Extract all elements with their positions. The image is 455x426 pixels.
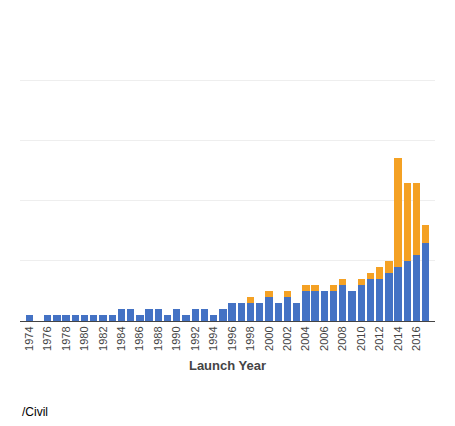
svg-text:2000: 2000: [263, 326, 275, 350]
svg-text:/Civil: /Civil: [22, 405, 48, 419]
svg-text:1990: 1990: [170, 326, 182, 350]
svg-text:1992: 1992: [189, 326, 201, 350]
svg-text:2012: 2012: [373, 326, 385, 350]
svg-text:2004: 2004: [299, 326, 311, 350]
svg-text:Launch Year: Launch Year: [189, 358, 266, 373]
svg-text:1986: 1986: [133, 326, 145, 350]
svg-text:1978: 1978: [60, 326, 72, 350]
svg-text:1984: 1984: [115, 326, 127, 350]
svg-text:1976: 1976: [41, 326, 53, 350]
svg-text:1980: 1980: [78, 326, 90, 350]
svg-text:2016: 2016: [410, 326, 422, 350]
svg-text:1996: 1996: [226, 326, 238, 350]
svg-text:2006: 2006: [318, 326, 330, 350]
svg-text:1998: 1998: [244, 326, 256, 350]
svg-text:1982: 1982: [97, 326, 109, 350]
svg-text:2010: 2010: [355, 326, 367, 350]
svg-text:2002: 2002: [281, 326, 293, 350]
svg-text:1994: 1994: [207, 326, 219, 350]
svg-text:1974: 1974: [23, 326, 35, 350]
svg-text:2008: 2008: [336, 326, 348, 350]
svg-text:1988: 1988: [152, 326, 164, 350]
svg-text:2014: 2014: [392, 326, 404, 350]
